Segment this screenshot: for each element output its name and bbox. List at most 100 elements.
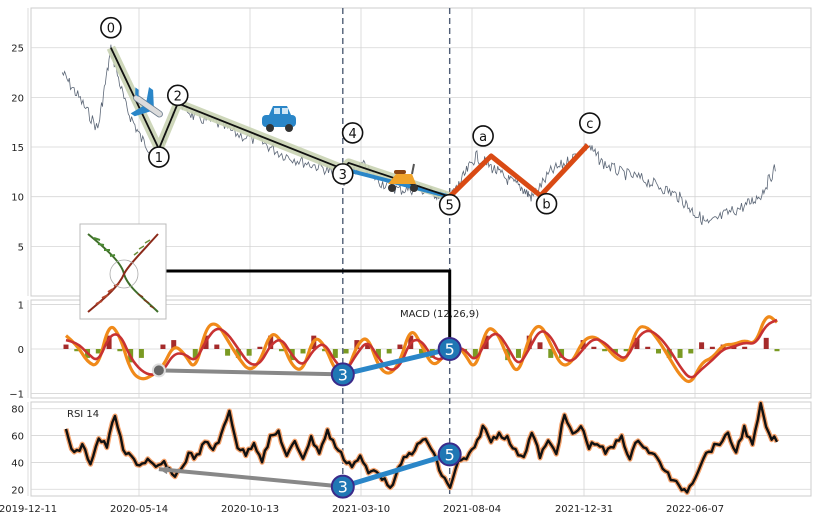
scooter-icon — [388, 163, 418, 192]
macd-histogram-bar — [192, 349, 198, 358]
price-y-tick-label: 15 — [11, 143, 24, 154]
macd-histogram-bar — [300, 349, 306, 354]
macd-divergence-start-dot — [151, 363, 166, 378]
rsi-blue-divergence-line — [342, 451, 451, 489]
macd-histogram-bar — [634, 337, 640, 349]
macd-histogram-bar — [548, 349, 554, 358]
macd-histogram-bar — [375, 349, 381, 358]
macd-histogram-bar — [225, 349, 231, 356]
rsi-layer: 35 — [63, 400, 780, 499]
rsi-y-tick-label: 80 — [11, 405, 24, 416]
wave-label: 2 — [174, 89, 182, 104]
wave-label-circle — [438, 193, 461, 216]
macd-divergence-label: 3 — [338, 365, 348, 384]
x-tick-label: 2021-03-10 — [332, 504, 390, 515]
price-layer: 0 1 2 3 4 5 a b c — [61, 16, 776, 339]
rsi-divergence-arrowhead — [158, 466, 169, 475]
macd-histogram-bar — [591, 346, 597, 349]
correction-label: a — [479, 130, 487, 145]
macd-histogram-bar — [537, 342, 543, 349]
macd-histogram-bar — [365, 344, 371, 349]
plant-diagram-icon — [79, 223, 167, 320]
inset-connector-line — [166, 269, 452, 339]
macd-histogram-bar — [656, 349, 661, 354]
correction-label: c — [586, 117, 593, 132]
correction-label: b — [542, 198, 550, 213]
wave-label: 4 — [348, 127, 356, 142]
macd-histogram-bar — [257, 346, 263, 349]
macd-y-tick-label: −1 — [9, 390, 24, 401]
wave-label-circle — [148, 146, 170, 168]
price-y-tick-label: 10 — [11, 193, 24, 204]
macd-histogram-bar — [343, 349, 349, 354]
macd-histogram-bar — [612, 349, 618, 354]
macd-divergence-label: 5 — [445, 340, 455, 359]
macd-histogram-bar — [246, 349, 252, 356]
macd-histogram-bar — [63, 344, 69, 349]
macd-histogram-bar — [666, 349, 672, 358]
macd-histogram-bar — [171, 340, 177, 349]
rsi-panel-label: RSI 14 — [67, 409, 99, 420]
macd-y-tick-label: 1 — [18, 300, 24, 311]
rsi-y-tick-label: 60 — [11, 432, 24, 443]
macd-histogram-bar — [645, 346, 651, 349]
macd-histogram-bar — [763, 337, 769, 349]
x-tick-label: 2021-12-31 — [555, 504, 613, 515]
macd-histogram-bar — [268, 335, 274, 349]
macd-histogram-bar — [332, 349, 338, 358]
rsi-divergence-label: 5 — [445, 445, 455, 464]
rsi-y-tick-label: 20 — [11, 485, 24, 496]
macd-layer: 35 — [63, 315, 780, 387]
macd-histogram-bar — [397, 344, 403, 349]
macd-histogram-bar — [386, 349, 392, 354]
macd-histogram-bar — [774, 349, 780, 352]
correction-wave-line — [447, 143, 590, 199]
macd-panel-label: MACD (12,26,9) — [400, 309, 479, 320]
x-tick-label: 2020-10-13 — [221, 504, 279, 515]
macd-histogram-bar — [214, 344, 220, 349]
wave-label: 3 — [339, 168, 347, 183]
macd-grey-divergence-line — [158, 368, 343, 377]
car-icon — [262, 106, 296, 132]
price-y-tick-label: 20 — [11, 93, 24, 104]
macd-histogram-bar — [602, 349, 608, 352]
macd-histogram-bar — [419, 349, 424, 354]
macd-line — [64, 315, 779, 384]
macd-histogram-bar — [106, 335, 112, 349]
macd-histogram-bar — [709, 346, 715, 349]
macd-divergence-badge — [437, 337, 462, 361]
macd-histogram-bar — [322, 349, 328, 352]
x-tick-label: 2021-08-04 — [443, 504, 501, 515]
price-y-tick-label: 25 — [11, 44, 24, 55]
macd-histogram-bar — [235, 349, 241, 358]
wave-label: 1 — [155, 151, 163, 166]
macd-divergence-badge — [330, 362, 355, 387]
macd-histogram-bar — [515, 349, 521, 358]
rsi-divergence-badge — [437, 442, 462, 467]
rsi-divergence-label: 3 — [338, 478, 348, 497]
correction-label-circle — [535, 192, 558, 215]
macd-histogram-bar — [138, 349, 144, 358]
rsi-y-tick-label: 40 — [11, 458, 24, 469]
macd-histogram-bar — [117, 349, 123, 352]
macd-blue-divergence-line — [342, 346, 451, 377]
wave-vertical-guides — [342, 8, 451, 496]
macd-histogram-bar — [677, 349, 683, 358]
correction-label-circle — [472, 125, 494, 147]
macd-histogram-bar — [699, 342, 705, 349]
signal-line — [65, 318, 778, 379]
airplane-icon — [130, 87, 163, 118]
price-y-tick-label: 5 — [18, 242, 24, 253]
macd-histogram-bar — [278, 349, 284, 352]
wave-label-circle — [332, 163, 354, 185]
macd-histogram-bar — [623, 349, 629, 352]
rsi-divergence-badge — [330, 474, 355, 499]
macd-histogram-bar — [559, 349, 565, 358]
wave-label: 5 — [446, 199, 454, 214]
macd-y-tick-label: 0 — [18, 345, 24, 356]
x-tick-label: 2020-05-14 — [110, 504, 168, 515]
x-tick-label: 2022-06-07 — [666, 504, 724, 515]
macd-histogram-bar — [731, 346, 737, 349]
